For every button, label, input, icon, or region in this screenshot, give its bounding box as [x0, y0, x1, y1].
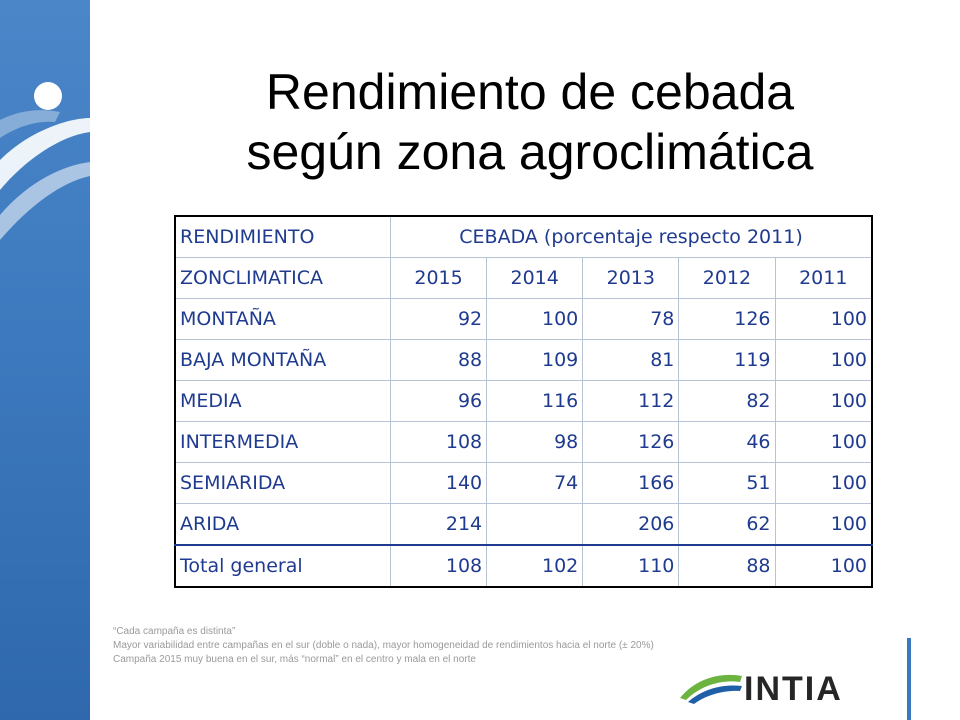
intia-logo-icon	[680, 674, 742, 704]
total-value: 100	[774, 544, 873, 588]
value-cell: 100	[774, 380, 873, 422]
zone-label: BAJA MONTAÑA	[174, 339, 391, 381]
slide-notes: “Cada campaña es distinta” Mayor variabi…	[113, 625, 873, 667]
value-cell: 96	[389, 380, 488, 422]
year-header: 2014	[486, 257, 584, 299]
value-cell: 100	[486, 298, 584, 340]
value-cell: 166	[582, 462, 680, 504]
table-row: BAJA MONTAÑA 88 109 81 119 100	[174, 339, 873, 381]
table-header-row-1: RENDIMIENTO CEBADA (porcentaje respecto …	[174, 215, 873, 258]
value-cell: 46	[678, 421, 776, 463]
value-cell: 126	[582, 421, 680, 463]
year-header: 2013	[582, 257, 680, 299]
value-cell: 92	[389, 298, 488, 340]
value-cell: 119	[678, 339, 776, 381]
year-header: 2011	[774, 257, 873, 299]
value-cell	[486, 503, 584, 546]
zone-label: MEDIA	[174, 380, 391, 422]
note-line: “Cada campaña es distinta”	[113, 626, 236, 637]
right-accent-bar	[907, 638, 911, 720]
value-cell: 206	[582, 503, 680, 546]
header-zonclimatica: ZONCLIMATICA	[174, 257, 391, 299]
slide-title: Rendimiento de cebada según zona agrocli…	[110, 62, 950, 182]
title-line-1: Rendimiento de cebada	[265, 64, 795, 120]
header-cebada: CEBADA (porcentaje respecto 2011)	[390, 215, 873, 258]
value-cell: 98	[486, 421, 584, 463]
table-total-row: Total general 108 102 110 88 100	[174, 544, 873, 588]
value-cell: 100	[774, 298, 873, 340]
logo-wordmark: INTIA	[744, 670, 843, 708]
table-header-row-2: ZONCLIMATICA 2015 2014 2013 2012 2011	[174, 257, 873, 299]
value-cell: 88	[389, 339, 488, 381]
total-label: Total general	[174, 544, 391, 588]
table-row: MEDIA 96 116 112 82 100	[174, 380, 873, 422]
value-cell: 100	[774, 503, 873, 546]
value-cell: 109	[486, 339, 584, 381]
value-cell: 112	[582, 380, 680, 422]
zone-label: ARIDA	[174, 503, 391, 546]
value-cell: 62	[678, 503, 776, 546]
value-cell: 100	[774, 421, 873, 463]
value-cell: 116	[486, 380, 584, 422]
sidebar-decoration	[0, 0, 90, 720]
yield-table: RENDIMIENTO CEBADA (porcentaje respecto …	[174, 215, 873, 588]
zone-label: MONTAÑA	[174, 298, 391, 340]
total-value: 102	[486, 544, 584, 588]
value-cell: 214	[389, 503, 488, 546]
table-row: ARIDA 214 206 62 100	[174, 503, 873, 546]
total-value: 110	[582, 544, 680, 588]
zone-label: INTERMEDIA	[174, 421, 391, 463]
value-cell: 51	[678, 462, 776, 504]
value-cell: 108	[389, 421, 488, 463]
total-value: 88	[678, 544, 776, 588]
value-cell: 140	[389, 462, 488, 504]
header-rendimiento: RENDIMIENTO	[174, 215, 391, 258]
value-cell: 74	[486, 462, 584, 504]
zone-label: SEMIARIDA	[174, 462, 391, 504]
sidebar-logo-graphic	[0, 82, 90, 240]
note-line: Campaña 2015 muy buena en el sur, más “n…	[113, 654, 476, 665]
value-cell: 81	[582, 339, 680, 381]
year-header: 2012	[678, 257, 776, 299]
value-cell: 126	[678, 298, 776, 340]
value-cell: 100	[774, 462, 873, 504]
table-row: INTERMEDIA 108 98 126 46 100	[174, 421, 873, 463]
year-header: 2015	[389, 257, 488, 299]
value-cell: 78	[582, 298, 680, 340]
table-row: SEMIARIDA 140 74 166 51 100	[174, 462, 873, 504]
title-line-2: según zona agroclimática	[246, 124, 814, 180]
value-cell: 82	[678, 380, 776, 422]
table-row: MONTAÑA 92 100 78 126 100	[174, 298, 873, 340]
total-value: 108	[389, 544, 488, 588]
note-line: Mayor variabilidad entre campañas en el …	[113, 640, 654, 651]
value-cell: 100	[774, 339, 873, 381]
